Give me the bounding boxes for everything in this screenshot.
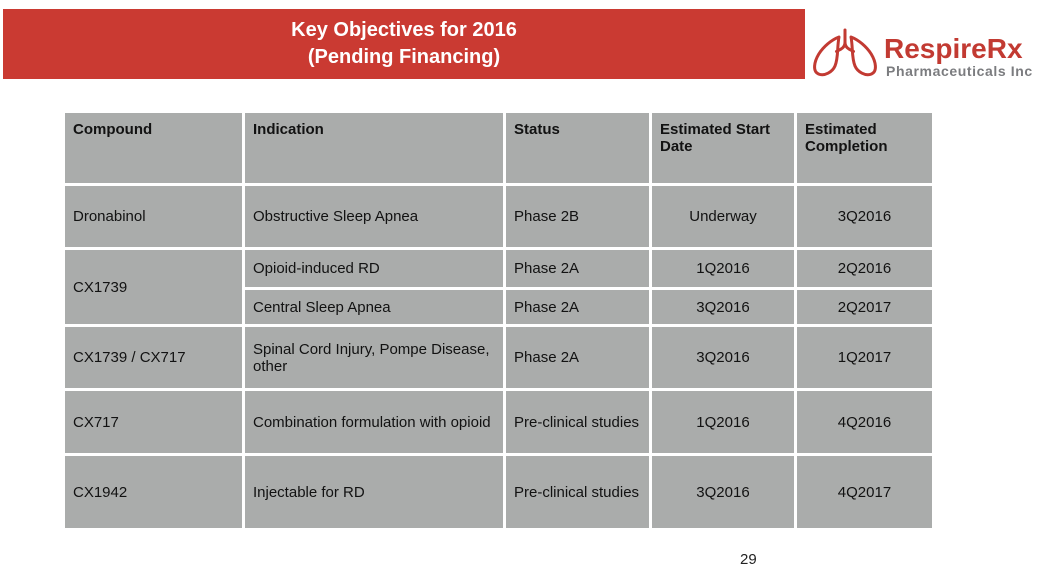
column-header-status: Status <box>506 113 649 183</box>
table-row: Central Sleep Apnea Phase 2A 3Q2016 2Q20… <box>65 290 932 324</box>
column-header-compound: Compound <box>65 113 242 183</box>
objectives-table: Compound Indication Status Estimated Sta… <box>62 110 935 531</box>
cell-completion: 1Q2017 <box>797 327 932 388</box>
cell-compound: Dronabinol <box>65 186 242 247</box>
cell-status: Pre-clinical studies <box>506 391 649 453</box>
lungs-icon <box>813 28 877 77</box>
cell-start-date: 3Q2016 <box>652 290 794 324</box>
column-header-indication: Indication <box>245 113 503 183</box>
cell-completion: 2Q2017 <box>797 290 932 324</box>
header-row: Compound Indication Status Estimated Sta… <box>65 113 932 183</box>
cell-status: Phase 2A <box>506 327 649 388</box>
cell-compound: CX717 <box>65 391 242 453</box>
cell-compound: CX1942 <box>65 456 242 528</box>
table-row: CX1739 / CX717 Spinal Cord Injury, Pompe… <box>65 327 932 388</box>
cell-indication: Opioid-induced RD <box>245 250 503 287</box>
logo-subtitle: Pharmaceuticals Inc <box>886 63 1033 79</box>
cell-status: Phase 2B <box>506 186 649 247</box>
column-header-completion: Estimated Completion <box>797 113 932 183</box>
cell-completion: 4Q2017 <box>797 456 932 528</box>
title-banner: Key Objectives for 2016 (Pending Financi… <box>3 9 805 79</box>
cell-compound: CX1739 / CX717 <box>65 327 242 388</box>
cell-indication: Spinal Cord Injury, Pompe Disease, other <box>245 327 503 388</box>
table-row: CX717 Combination formulation with opioi… <box>65 391 932 453</box>
table-row: CX1942 Injectable for RD Pre-clinical st… <box>65 456 932 528</box>
cell-indication: Injectable for RD <box>245 456 503 528</box>
cell-indication: Central Sleep Apnea <box>245 290 503 324</box>
cell-status: Phase 2A <box>506 250 649 287</box>
slide-title-line-1: Key Objectives for 2016 <box>291 19 517 41</box>
logo-name: RespireRx <box>884 33 1023 64</box>
cell-status: Phase 2A <box>506 290 649 324</box>
cell-completion: 4Q2016 <box>797 391 932 453</box>
cell-indication: Obstructive Sleep Apnea <box>245 186 503 247</box>
cell-start-date: 3Q2016 <box>652 327 794 388</box>
column-header-start-date: Estimated Start Date <box>652 113 794 183</box>
slide-title-line-2: (Pending Financing) <box>307 46 501 68</box>
cell-indication: Combination formulation with opioid <box>245 391 503 453</box>
cell-compound: CX1739 <box>65 250 242 324</box>
cell-start-date: Underway <box>652 186 794 247</box>
cell-start-date: 3Q2016 <box>652 456 794 528</box>
cell-completion: 3Q2016 <box>797 186 932 247</box>
page-number: 29 <box>740 551 757 568</box>
cell-start-date: 1Q2016 <box>652 250 794 287</box>
table-row: Dronabinol Obstructive Sleep Apnea Phase… <box>65 186 932 247</box>
cell-completion: 2Q2016 <box>797 250 932 287</box>
cell-start-date: 1Q2016 <box>652 391 794 453</box>
table-row: CX1739 Opioid-induced RD Phase 2A 1Q2016… <box>65 250 932 324</box>
cell-status: Pre-clinical studies <box>506 456 649 528</box>
